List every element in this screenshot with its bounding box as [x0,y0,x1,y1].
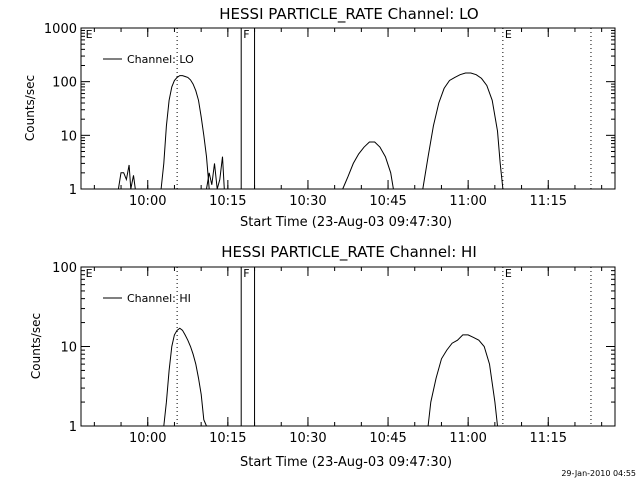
y-tick-label: 1 [69,420,77,435]
y-tick-label: 100 [52,261,77,276]
chart-title: HESSI PARTICLE_RATE Channel: LO [219,5,478,24]
y-tick-label: 100 [52,76,77,91]
series-line-segment [206,156,225,190]
event-marker-label: E [505,28,512,41]
x-tick-label: 10:00 [129,194,166,209]
event-marker-label: E [86,28,93,41]
x-tick-label: 11:00 [449,194,486,209]
y-axis-label: Counts/sec [23,75,37,141]
series-line-segment [163,327,207,427]
lo-channel-panel: HESSI PARTICLE_RATE Channel: LO Counts/s… [23,5,616,230]
legend-label: Channel: HI [127,292,191,305]
x-tick-label: 10:45 [369,194,406,209]
x-tick-label: 11:15 [530,194,567,209]
x-tick-label: 10:00 [129,431,166,446]
y-tick-label: 10 [60,341,77,356]
x-tick-label: 10:15 [209,194,246,209]
x-axis-label: Start Time (23-Aug-03 09:47:30) [240,455,452,470]
event-marker-label: F [243,267,249,280]
series-line-segment [342,141,394,190]
legend-label: Channel: LO [127,53,194,66]
y-tick-label: 1000 [44,22,77,37]
x-tick-label: 10:30 [289,431,326,446]
series-line-segment [427,334,498,427]
plot-frame [80,27,616,190]
hi-channel-panel: HESSI PARTICLE_RATE Channel: HI Counts/s… [29,243,616,470]
x-axis-label: Start Time (23-Aug-03 09:47:30) [240,215,452,230]
x-tick-label: 11:00 [449,431,486,446]
y-tick-label: 10 [60,129,77,144]
x-tick-label: 11:15 [530,431,567,446]
event-marker-label: E [86,267,93,280]
series-line-segment [117,164,136,190]
series-line-segment [160,75,210,190]
x-tick-label: 10:45 [369,431,406,446]
footer-timestamp: 29-Jan-2010 04:55 [561,469,636,478]
chart-title: HESSI PARTICLE_RATE Channel: HI [221,243,477,262]
y-tick-label: 1 [69,183,77,198]
x-tick-label: 10:30 [289,194,326,209]
event-marker-label: F [243,28,249,41]
x-tick-label: 10:15 [209,431,246,446]
plot-frame [80,266,616,427]
y-axis-label: Counts/sec [29,313,43,379]
series-line-segment [422,72,504,190]
event-marker-label: E [505,267,512,280]
